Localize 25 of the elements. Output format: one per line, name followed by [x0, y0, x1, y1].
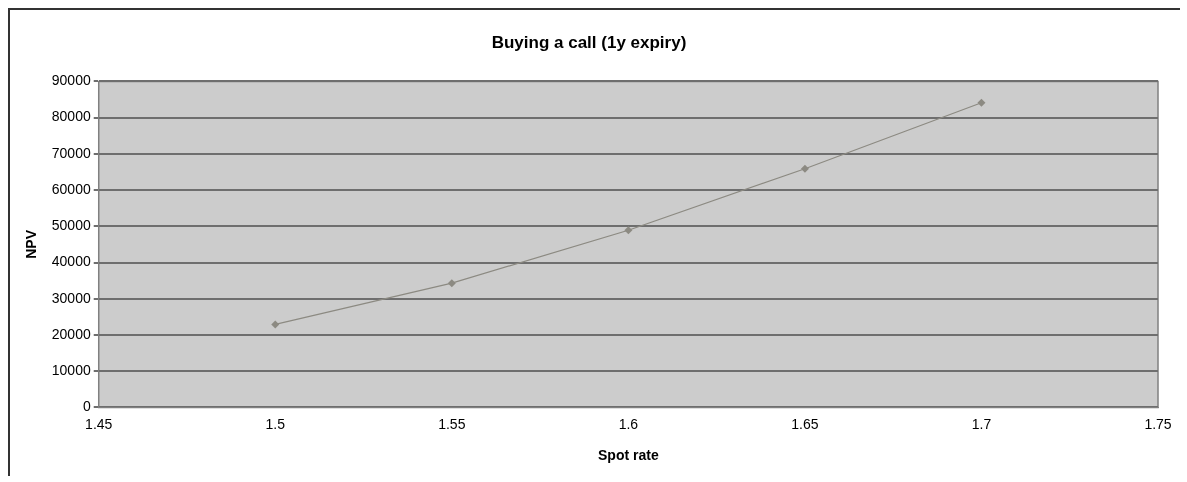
point	[624, 226, 633, 235]
y-tick-label: 10000	[51, 362, 91, 379]
x-tick-label: 1.65	[791, 415, 819, 432]
point	[447, 279, 456, 288]
y-tick-label: 40000	[51, 253, 91, 270]
y-tick-label: 30000	[51, 289, 91, 306]
x-axis-title: Spot rate	[598, 447, 659, 464]
y-tick-label: 90000	[51, 72, 91, 89]
x-tick-label: 1.5	[265, 415, 286, 432]
y-tick-label: 0	[82, 398, 91, 415]
x-tick-label: 1.45	[85, 415, 113, 432]
point	[800, 164, 809, 173]
y-axis-title: NPV	[23, 229, 40, 259]
y-tick-label: 50000	[51, 217, 91, 234]
y-tick-label: 60000	[51, 180, 91, 197]
y-tick-label: 20000	[51, 325, 91, 342]
x-tick-label: 1.75	[1144, 415, 1172, 432]
point	[977, 98, 986, 107]
x-tick-label: 1.7	[971, 415, 992, 432]
y-tick-label: 70000	[51, 144, 91, 161]
x-tick-label: 1.6	[618, 415, 639, 432]
x-tick-label: 1.55	[438, 415, 466, 432]
point	[271, 320, 280, 329]
y-tick-label: 80000	[51, 108, 91, 125]
chart-title: Buying a call (1y expiry)	[491, 32, 687, 52]
